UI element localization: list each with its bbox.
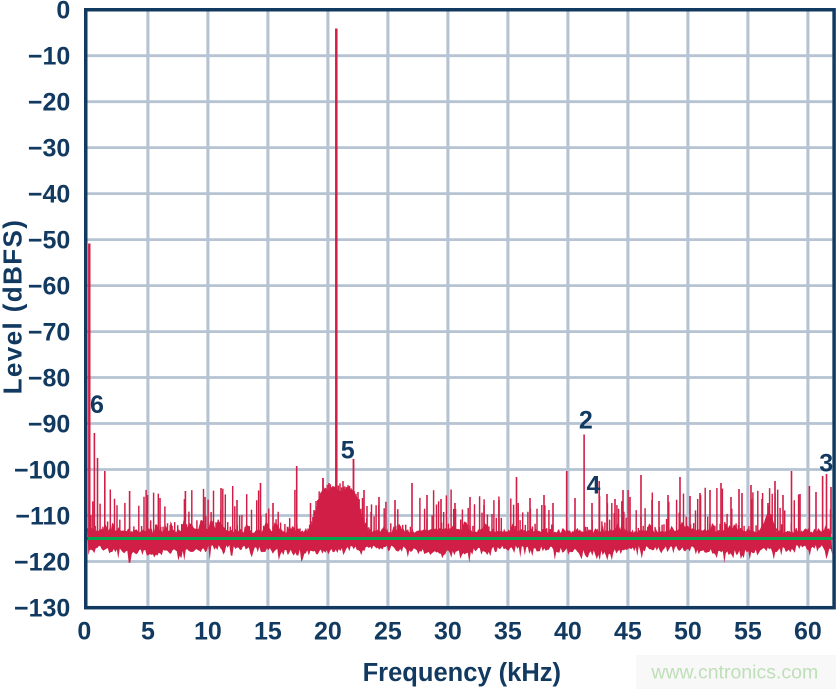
svg-text:6: 6 bbox=[90, 391, 104, 419]
svg-text:−80: −80 bbox=[28, 365, 70, 393]
svg-text:45: 45 bbox=[614, 618, 642, 646]
svg-text:40: 40 bbox=[554, 618, 582, 646]
svg-text:25: 25 bbox=[374, 618, 402, 646]
svg-text:10: 10 bbox=[194, 618, 222, 646]
svg-text:www.cntronics.com: www.cntronics.com bbox=[650, 661, 818, 683]
svg-text:4: 4 bbox=[586, 471, 600, 499]
svg-text:−40: −40 bbox=[28, 181, 70, 209]
svg-text:2: 2 bbox=[579, 406, 593, 434]
svg-text:−30: −30 bbox=[28, 135, 70, 163]
svg-text:0: 0 bbox=[77, 618, 91, 646]
svg-text:−130: −130 bbox=[14, 594, 70, 622]
svg-text:−110: −110 bbox=[15, 502, 70, 530]
svg-text:−70: −70 bbox=[28, 319, 70, 347]
svg-text:20: 20 bbox=[314, 618, 342, 646]
svg-text:−50: −50 bbox=[28, 227, 70, 255]
svg-text:60: 60 bbox=[794, 618, 822, 646]
svg-text:15: 15 bbox=[254, 618, 282, 646]
svg-text:3: 3 bbox=[819, 450, 833, 478]
svg-text:55: 55 bbox=[734, 618, 762, 646]
svg-text:−20: −20 bbox=[28, 89, 70, 117]
svg-text:−100: −100 bbox=[14, 456, 70, 484]
svg-text:−90: −90 bbox=[28, 411, 70, 439]
svg-text:35: 35 bbox=[494, 618, 522, 646]
svg-text:5: 5 bbox=[341, 437, 355, 465]
svg-text:30: 30 bbox=[434, 618, 462, 646]
svg-text:Frequency (kHz): Frequency (kHz) bbox=[363, 659, 561, 687]
svg-text:−10: −10 bbox=[28, 43, 70, 71]
svg-text:−60: −60 bbox=[28, 273, 70, 301]
svg-text:50: 50 bbox=[674, 618, 702, 646]
svg-text:5: 5 bbox=[141, 618, 155, 646]
svg-text:−120: −120 bbox=[14, 548, 70, 576]
svg-text:Level (dBFS): Level (dBFS) bbox=[0, 219, 28, 395]
svg-text:0: 0 bbox=[56, 0, 70, 25]
